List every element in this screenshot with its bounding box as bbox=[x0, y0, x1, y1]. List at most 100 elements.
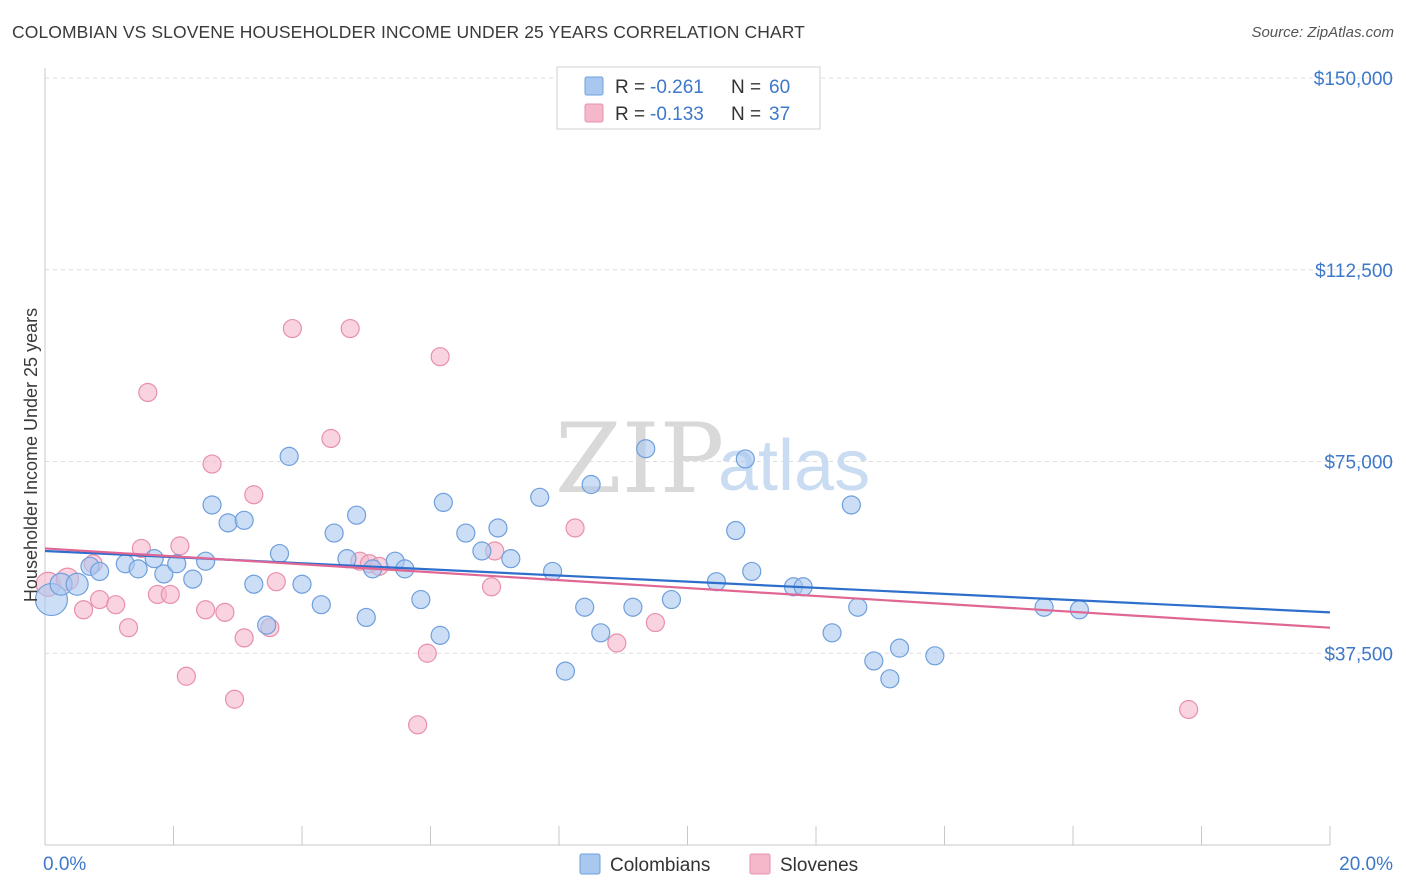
slovene-point bbox=[131, 538, 151, 559]
colombian-point bbox=[530, 487, 550, 507]
y-tick-labels: $37,500 $75,000 $112,500 $150,000 bbox=[1314, 69, 1393, 665]
slovene-point bbox=[73, 600, 94, 620]
colombian-point bbox=[848, 597, 868, 617]
colombian-point bbox=[128, 559, 148, 579]
slovene-point bbox=[321, 428, 341, 449]
colombian-point bbox=[183, 569, 203, 589]
colombian-point bbox=[542, 561, 563, 582]
legend-r-value-1: -0.261 bbox=[650, 77, 704, 98]
x-tick-label: 0.0% bbox=[43, 854, 86, 875]
colombian-point bbox=[925, 646, 945, 666]
slovene-point bbox=[244, 485, 264, 505]
trend-lines bbox=[44, 547, 1331, 629]
colombian-point bbox=[347, 505, 367, 525]
legend-n-value-2: 37 bbox=[769, 104, 790, 125]
colombian-point bbox=[269, 543, 290, 564]
colombian-point bbox=[154, 564, 174, 584]
colombian-point bbox=[456, 523, 476, 543]
legend-swatch-colombians bbox=[584, 76, 604, 96]
bottom-legend-colombians: Colombians bbox=[610, 855, 710, 876]
y-tick-label: $112,500 bbox=[1315, 261, 1393, 282]
colombian-point bbox=[742, 561, 762, 582]
colombian-point bbox=[575, 597, 595, 617]
colombian-point bbox=[555, 661, 576, 681]
slovene-point bbox=[282, 318, 302, 339]
legend-n-label-1: N = bbox=[731, 77, 761, 98]
slovene-point bbox=[176, 666, 196, 686]
colombian-point bbox=[1069, 600, 1090, 620]
slovene-point bbox=[202, 454, 222, 474]
series-legend: Colombians Slovenes bbox=[579, 853, 858, 876]
scatter-points bbox=[34, 318, 1199, 735]
colombian-point bbox=[167, 554, 187, 574]
slovene-point bbox=[408, 715, 428, 735]
colombian-point bbox=[311, 595, 331, 615]
slovene-trend-line bbox=[44, 547, 1331, 629]
colombian-point bbox=[218, 513, 238, 533]
legend-r-label-2: R = bbox=[615, 104, 645, 125]
colombian-point bbox=[196, 551, 216, 571]
slovene-point bbox=[234, 628, 254, 648]
slovene-point bbox=[565, 518, 585, 538]
slovene-point bbox=[170, 536, 190, 556]
slovene-point bbox=[215, 602, 235, 622]
colombian-point bbox=[735, 449, 755, 469]
grid-lines bbox=[45, 77, 1395, 654]
colombian-point bbox=[65, 572, 89, 596]
x-tick-labels: 0.0% 20.0% bbox=[43, 854, 1393, 875]
legend-swatch-slovenes bbox=[584, 103, 604, 123]
slovene-point bbox=[266, 572, 286, 592]
slovene-point bbox=[430, 347, 450, 367]
legend-n-label-2: N = bbox=[731, 104, 761, 125]
correlation-legend: R = -0.261 N = 60 R = -0.133 N = 37 bbox=[556, 66, 821, 130]
colombian-point bbox=[292, 574, 312, 594]
y-tick-label: $150,000 bbox=[1314, 69, 1393, 90]
colombian-point bbox=[202, 495, 222, 515]
colombian-point bbox=[244, 574, 264, 594]
x-tick-label: 20.0% bbox=[1339, 854, 1393, 875]
colombian-point bbox=[636, 439, 656, 459]
colombian-point bbox=[356, 607, 376, 628]
slovene-point bbox=[340, 318, 360, 339]
colombian-point bbox=[472, 541, 492, 561]
legend-n-value-1: 60 bbox=[769, 77, 790, 98]
colombian-point bbox=[411, 589, 431, 610]
slovene-point bbox=[160, 584, 180, 605]
slovene-point bbox=[481, 577, 502, 597]
slovene-point bbox=[118, 618, 139, 638]
colombian-point bbox=[864, 651, 884, 671]
slovene-point bbox=[1179, 699, 1199, 720]
colombian-point bbox=[90, 561, 110, 582]
chart-source: Source: ZipAtlas.com bbox=[1251, 24, 1394, 41]
y-tick-label: $37,500 bbox=[1324, 644, 1393, 665]
colombian-point bbox=[257, 615, 277, 635]
colombian-point bbox=[880, 669, 900, 689]
colombian-point bbox=[501, 549, 521, 569]
bottom-legend-swatch-colombians bbox=[579, 853, 601, 875]
colombian-point bbox=[841, 495, 861, 515]
colombian-point bbox=[591, 623, 611, 643]
colombian-point bbox=[623, 597, 643, 617]
colombian-point bbox=[144, 549, 164, 569]
axes bbox=[44, 68, 1331, 846]
colombian-point bbox=[581, 474, 601, 495]
colombian-point bbox=[1034, 597, 1054, 617]
slovene-point bbox=[138, 382, 158, 403]
colombian-point bbox=[661, 589, 682, 610]
legend-r-value-2: -0.133 bbox=[650, 104, 704, 125]
slovene-point bbox=[607, 633, 627, 653]
colombian-point bbox=[889, 638, 910, 658]
colombian-point bbox=[726, 520, 746, 541]
bottom-legend-swatch-slovenes bbox=[749, 853, 771, 875]
colombian-point bbox=[822, 623, 842, 643]
bottom-legend-slovenes: Slovenes bbox=[780, 855, 858, 876]
colombian-point bbox=[279, 446, 299, 466]
slovene-point bbox=[106, 595, 126, 615]
slovene-point bbox=[196, 600, 216, 620]
slovene-point bbox=[90, 589, 110, 610]
watermark-zip: ZIP bbox=[555, 403, 724, 515]
y-axis-label: Householder Income Under 25 years bbox=[21, 308, 41, 602]
colombian-point bbox=[430, 625, 450, 645]
legend-r-label-1: R = bbox=[615, 77, 645, 98]
